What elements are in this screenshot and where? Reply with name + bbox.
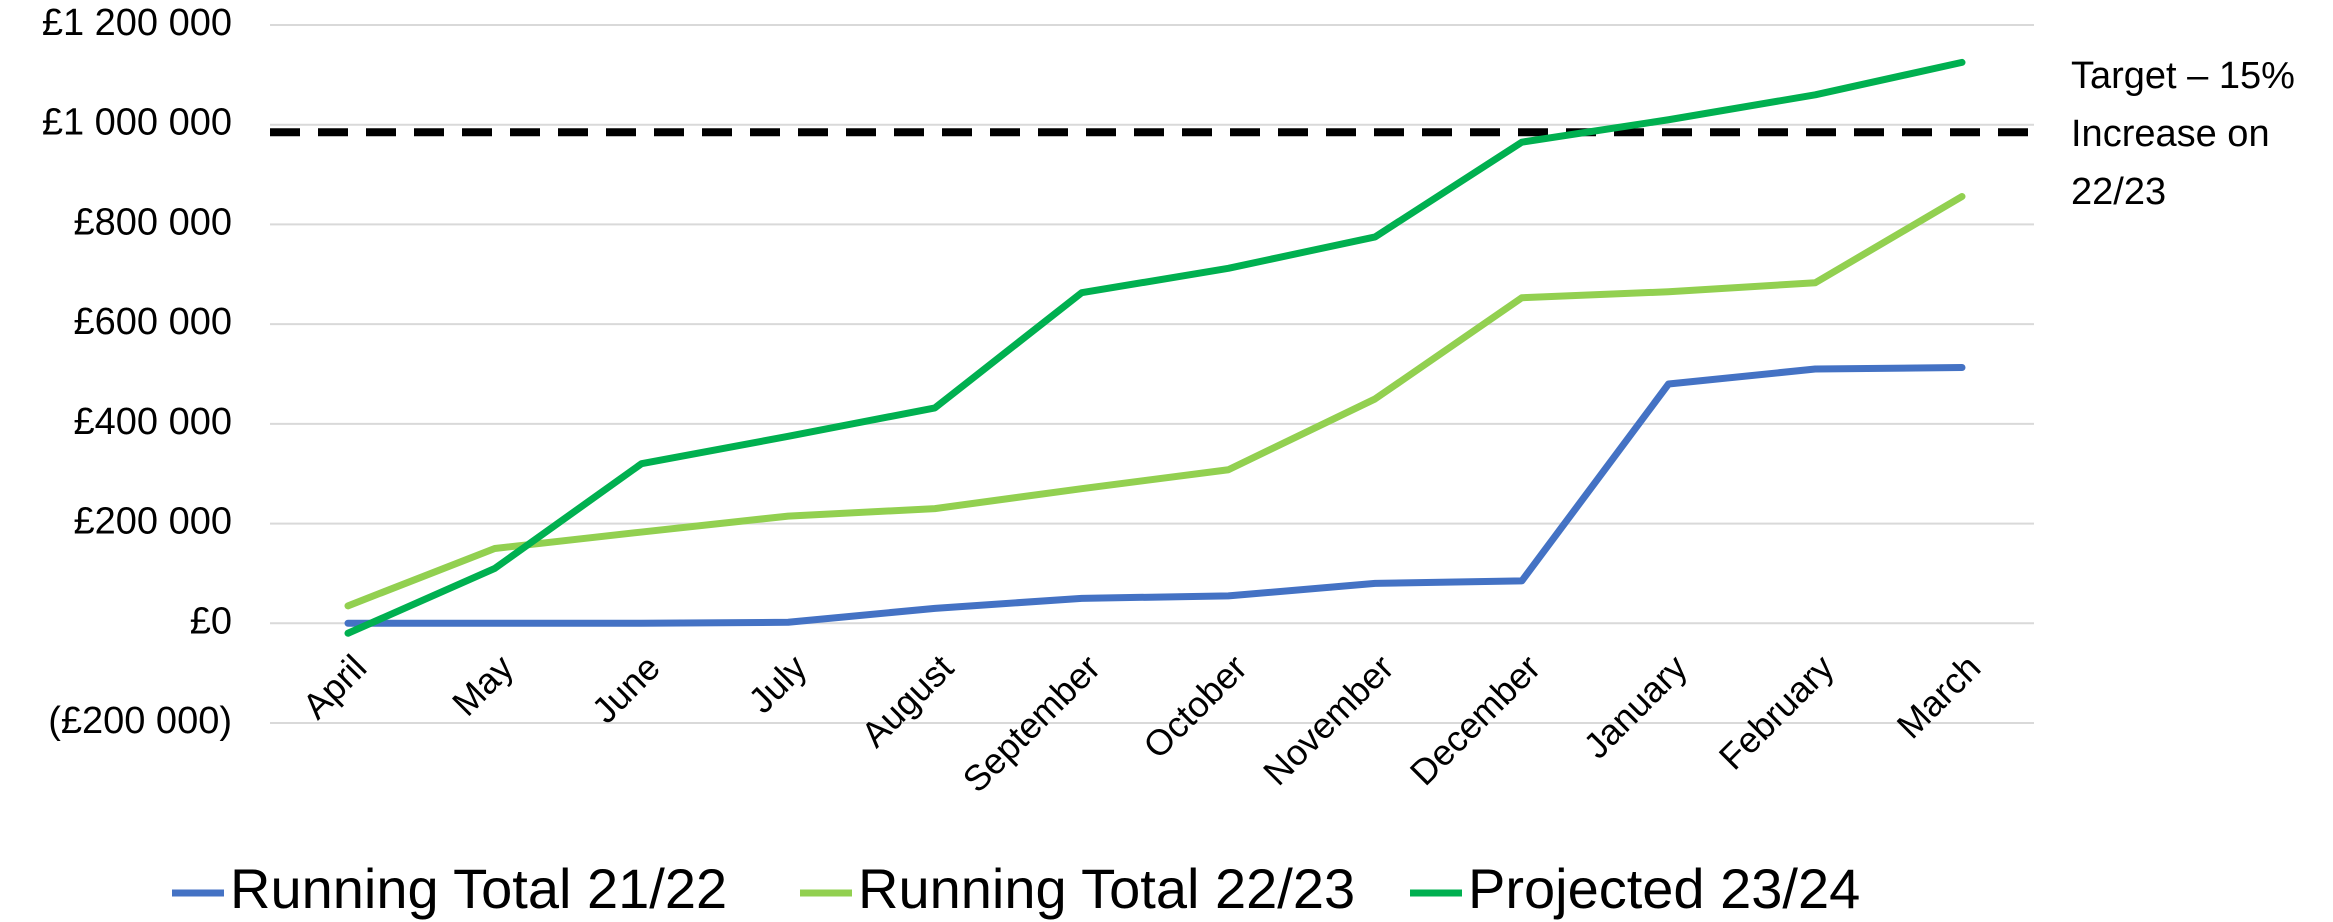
annotation: Target – 15%	[2071, 55, 2295, 97]
x-tick-label: February	[1711, 647, 1842, 778]
x-tick-label: March	[1889, 647, 1989, 747]
y-tick-label: (£200 000)	[48, 700, 232, 742]
annotation: Increase on	[2071, 113, 2270, 155]
x-tick-label: August	[853, 647, 961, 755]
x-tick-label: January	[1575, 647, 1695, 767]
y-tick-label: £600 000	[74, 301, 233, 343]
y-tick-label: £1 200 000	[42, 2, 232, 44]
y-tick-label: £1 000 000	[42, 102, 232, 144]
series-line	[344, 364, 1966, 627]
x-tick-label: October	[1135, 647, 1255, 767]
annotation: 22/23	[2071, 171, 2166, 213]
x-tick-label: July	[740, 647, 814, 721]
x-tick-label: November	[1255, 647, 1401, 793]
legend-label: Running Total 22/23	[858, 857, 1355, 920]
x-tick-label: May	[444, 647, 521, 724]
x-tick-label: June	[584, 647, 668, 731]
y-tick-label: £0	[190, 600, 232, 642]
series-line	[344, 58, 1966, 637]
y-tick-label: £200 000	[74, 501, 233, 543]
y-tick-label: £400 000	[74, 401, 233, 443]
legend-label: Projected 23/24	[1468, 857, 1860, 920]
legend-label: Running Total 21/22	[230, 857, 727, 920]
x-tick-label: December	[1402, 647, 1548, 793]
y-tick-label: £800 000	[74, 201, 233, 243]
x-tick-label: April	[294, 647, 374, 727]
series-line	[344, 193, 1966, 610]
